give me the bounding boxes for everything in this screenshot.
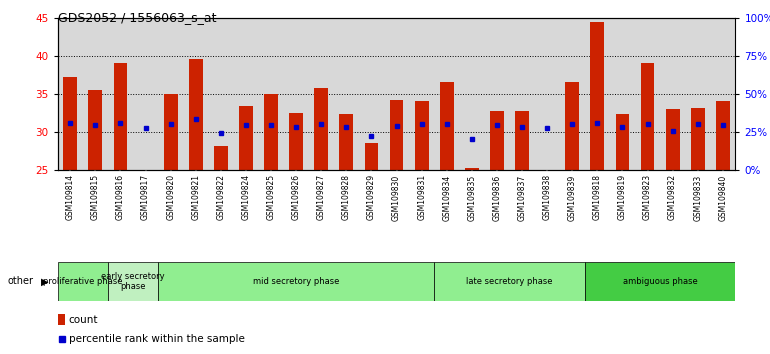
Text: GSM109839: GSM109839 (567, 174, 577, 221)
Bar (264, 94, 278, 170)
Bar (490, 111, 504, 170)
Text: GSM109827: GSM109827 (316, 174, 326, 221)
Bar (666, 109, 679, 170)
Text: GSM109838: GSM109838 (543, 174, 551, 221)
Bar (189, 59, 203, 170)
Text: GSM109831: GSM109831 (417, 174, 426, 221)
Text: other: other (8, 276, 34, 286)
Text: GSM109817: GSM109817 (141, 174, 150, 221)
Bar (641, 63, 654, 170)
Text: percentile rank within the sample: percentile rank within the sample (69, 333, 244, 344)
Text: GSM109822: GSM109822 (216, 174, 226, 220)
Text: GSM109818: GSM109818 (593, 174, 602, 220)
Text: count: count (69, 315, 98, 325)
Bar (158, 262, 434, 301)
Text: GSM109815: GSM109815 (91, 174, 100, 221)
Bar (364, 143, 378, 170)
Bar (565, 82, 579, 170)
Text: GSM109833: GSM109833 (693, 174, 702, 221)
Text: GSM109837: GSM109837 (517, 174, 527, 221)
Bar (340, 114, 353, 170)
Text: GSM109821: GSM109821 (191, 174, 200, 220)
Bar (390, 100, 403, 170)
Bar (591, 22, 604, 170)
Bar (63, 77, 77, 170)
Bar (239, 106, 253, 170)
Bar (415, 101, 429, 170)
Text: GSM109830: GSM109830 (392, 174, 401, 221)
Text: GSM109829: GSM109829 (367, 174, 376, 221)
Text: mid secretory phase: mid secretory phase (253, 277, 340, 286)
Text: GSM109825: GSM109825 (266, 174, 276, 221)
Text: GSM109840: GSM109840 (718, 174, 728, 221)
Bar (108, 262, 158, 301)
Bar (314, 88, 328, 170)
Bar (434, 262, 584, 301)
Text: GSM109820: GSM109820 (166, 174, 176, 221)
Text: GSM109824: GSM109824 (242, 174, 250, 221)
Bar (214, 146, 228, 170)
Text: GSM109835: GSM109835 (467, 174, 477, 221)
Text: GSM109819: GSM109819 (618, 174, 627, 221)
Bar (58, 314, 65, 325)
Bar (58, 262, 108, 301)
Text: GSM109816: GSM109816 (116, 174, 125, 221)
Text: ▶: ▶ (41, 276, 49, 286)
Text: GSM109823: GSM109823 (643, 174, 652, 221)
Text: proliferative phase: proliferative phase (43, 277, 122, 286)
Text: GSM109826: GSM109826 (292, 174, 300, 221)
Bar (515, 110, 529, 170)
Text: GSM109836: GSM109836 (493, 174, 501, 221)
Text: ambiguous phase: ambiguous phase (623, 277, 698, 286)
Text: early secretory
phase: early secretory phase (101, 272, 165, 291)
Text: GSM109814: GSM109814 (65, 174, 75, 221)
Bar (290, 113, 303, 170)
Bar (691, 108, 705, 170)
Text: GSM109832: GSM109832 (668, 174, 677, 221)
Text: GDS2052 / 1556063_s_at: GDS2052 / 1556063_s_at (58, 11, 216, 24)
Bar (716, 101, 730, 170)
Bar (440, 82, 454, 170)
Text: late secretory phase: late secretory phase (466, 277, 553, 286)
Bar (164, 94, 178, 170)
Text: GSM109828: GSM109828 (342, 174, 351, 220)
Bar (584, 262, 735, 301)
Bar (615, 114, 629, 170)
Bar (89, 90, 102, 170)
Bar (114, 63, 127, 170)
Text: GSM109834: GSM109834 (442, 174, 451, 221)
Bar (465, 169, 479, 170)
